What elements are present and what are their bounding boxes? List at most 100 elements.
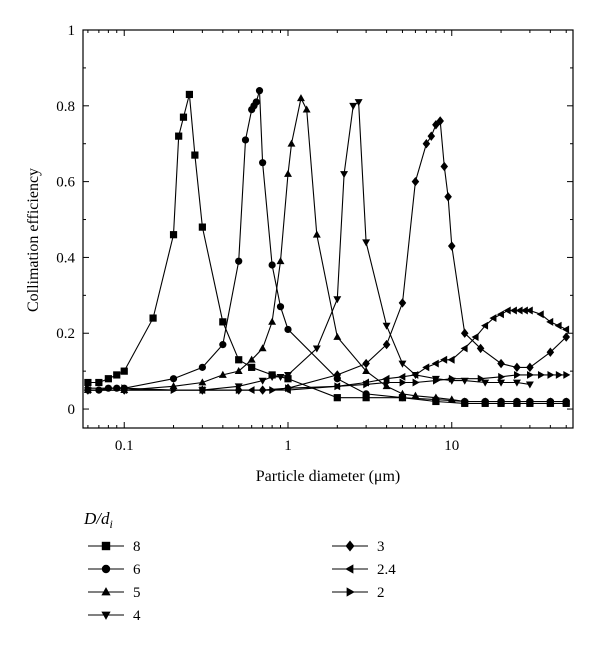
x-axis-title: Particle diameter (μm) [256,468,401,485]
data-point [219,318,227,326]
data-point [515,306,523,315]
data-point [362,390,370,398]
data-point [269,386,277,395]
data-point [562,332,571,342]
data-point [496,310,504,319]
data-point [440,161,449,172]
data-point [349,102,358,110]
data-point [563,370,571,379]
legend-entry-5: 5 [88,585,141,601]
data-point [422,363,430,372]
series-5 [83,94,571,405]
data-point [512,397,521,405]
data-point [84,378,92,387]
data-point [199,386,207,395]
data-point [169,231,178,239]
legend-marker [101,587,111,596]
legend-label: 2.4 [377,562,396,578]
data-point [503,306,511,315]
data-point [234,367,243,375]
data-point [363,380,371,389]
data-point [481,397,490,405]
plot-frame [82,29,574,429]
data-point [498,372,506,381]
data-point [476,343,485,354]
data-point [481,379,490,387]
legend-entry-2: 2 [332,585,385,601]
data-point [276,257,285,265]
series-line [87,90,567,403]
data-point [460,397,469,405]
data-point [546,347,555,357]
data-point [411,370,419,379]
data-point [334,382,342,391]
data-point [170,386,178,395]
data-point [547,370,555,379]
data-point [149,314,157,322]
legend-label: 6 [133,562,141,578]
data-point [460,328,469,338]
data-point [333,332,342,340]
data-point [268,373,277,381]
data-point [398,298,407,308]
data-point [268,317,277,325]
data-point [398,360,407,368]
data-point [471,333,479,341]
data-point [555,370,563,379]
data-point [218,370,227,378]
y-tick-label: 0.8 [56,99,75,115]
legend-title: D/di [83,509,113,531]
legend-marker [101,564,111,574]
data-point [179,113,188,121]
data-point [411,391,420,399]
data-point [258,377,267,385]
data-point [241,136,250,144]
data-point [447,355,455,364]
series-3 [84,116,571,395]
data-point [526,362,534,373]
data-point [525,306,533,315]
legend-marker [101,611,111,620]
y-axis-title: Collimation efficiency [25,168,42,312]
data-point [512,379,521,387]
data-point [489,314,497,323]
data-point [546,397,555,405]
data-point [312,345,321,353]
data-point [219,341,227,349]
series-line [87,374,567,391]
x-tick-label: 1 [284,438,292,454]
data-point [276,303,285,311]
data-point [198,363,206,371]
data-point [340,171,349,179]
data-point [268,261,276,269]
data-point [284,169,292,177]
data-point [333,370,342,380]
data-point [235,356,243,364]
data-point [235,386,243,395]
data-point [287,139,296,147]
data-point [520,306,528,315]
data-point [383,378,391,387]
legend-entry-3: 3 [332,539,385,555]
legend-label: 2 [377,585,385,601]
data-point [198,378,207,386]
data-point [169,375,178,383]
data-point [398,389,407,397]
data-point [235,257,243,265]
data-point [333,296,342,304]
data-point [422,139,431,149]
data-point [95,378,103,387]
data-point [362,367,371,375]
y-tick-label: 0.4 [56,250,75,266]
data-point [284,372,292,380]
data-point [259,159,267,167]
data-point [562,325,570,334]
data-point [113,371,121,379]
data-point [398,372,406,381]
data-point [382,339,391,350]
data-point [104,375,112,383]
legend-entry-6: 6 [88,562,141,578]
data-point [248,363,256,371]
data-point [247,355,256,363]
